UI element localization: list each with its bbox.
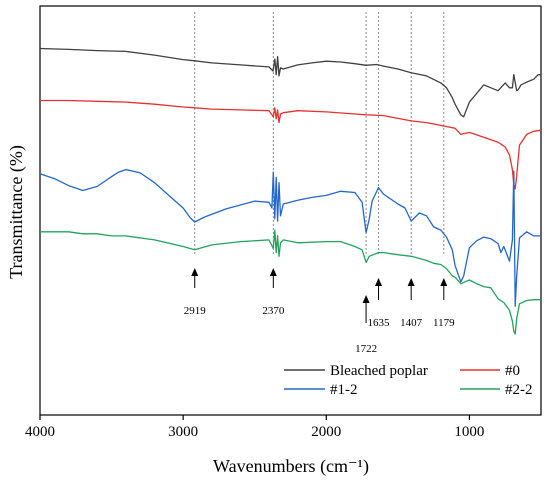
peak-label: 1635	[368, 317, 391, 329]
legend: Bleached poplar #0 #1-2 #2-2	[284, 363, 533, 398]
plot-frame	[39, 5, 542, 416]
y-axis-label: Transmittance (%)	[6, 145, 27, 279]
series-line	[40, 99, 542, 190]
peak-label: 1179	[433, 317, 455, 329]
legend-entry: #1-2	[284, 382, 358, 398]
legend-entry: Bleached poplar	[284, 363, 428, 379]
annotation-arrowhead	[407, 278, 415, 286]
x-tick-label: 4000	[25, 424, 55, 440]
legend-entry: #2-2	[460, 382, 533, 398]
legend-label: #2-2	[505, 382, 533, 398]
legend-label: Bleached poplar	[330, 363, 428, 379]
annotation-arrowhead	[375, 278, 383, 286]
annotation-arrowhead	[269, 268, 277, 276]
legend-entry: #0	[460, 363, 520, 379]
annotation-arrowhead	[440, 278, 448, 286]
series-line	[39, 168, 541, 307]
peak-label: 1722	[355, 343, 377, 355]
peak-label: 1407	[400, 317, 423, 329]
x-axis-ticks: 4000 3000 2000 1000	[25, 415, 484, 440]
legend-label: #1-2	[330, 382, 358, 398]
reference-lines	[194, 12, 445, 255]
x-axis-label: Wavenumbers (cm⁻¹)	[213, 456, 369, 477]
series-layer	[39, 47, 542, 335]
peak-annotations: 2919 2370 1722 1635 1407 1179	[184, 268, 455, 355]
plot-border	[39, 5, 542, 416]
series-line	[39, 47, 541, 118]
x-tick-label: 1000	[454, 424, 484, 440]
series-line	[40, 229, 541, 335]
legend-label: #0	[505, 363, 520, 379]
peak-label: 2370	[262, 305, 285, 317]
x-tick-label: 3000	[168, 424, 198, 440]
peak-label: 2919	[184, 305, 207, 317]
annotation-arrowhead	[362, 295, 370, 303]
annotation-arrowhead	[191, 268, 199, 276]
x-tick-label: 2000	[311, 424, 341, 440]
